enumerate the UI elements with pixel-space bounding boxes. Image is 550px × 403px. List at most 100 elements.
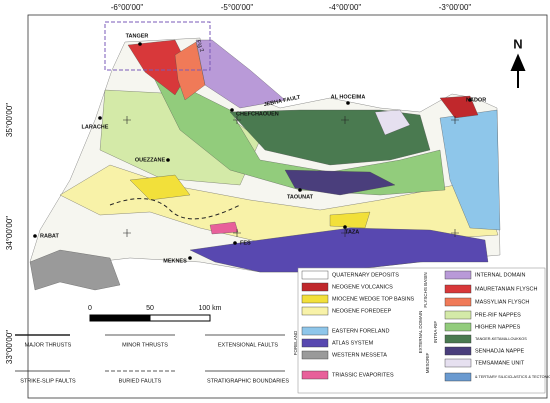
latitude-label: 34°00'00": [5, 216, 14, 250]
city-dot: [343, 225, 347, 229]
neogene-volcanics: [439, 95, 479, 119]
graticule-cross: [341, 229, 349, 237]
legend-swatch: [444, 334, 472, 344]
legend-label: INTERNAL DOMAIN: [475, 272, 526, 278]
legend-label: HIGHER NAPPES: [475, 324, 521, 330]
legend-label: NEOGENE VOLCANICS: [332, 284, 393, 290]
city-dot: [233, 241, 237, 245]
atlas-system: [189, 227, 489, 273]
legend-swatch: [444, 284, 472, 294]
legend-label: MIOCENE WEDGE TOP BASINS: [332, 296, 415, 302]
scale-label: 0: [88, 305, 92, 312]
city-dot: [468, 98, 472, 102]
city-label: NADOR: [466, 97, 486, 103]
legend-swatch: [444, 346, 472, 356]
city-dot: [166, 158, 170, 162]
legend-label: TRIASSIC EVAPORITES: [332, 372, 394, 378]
legend-swatch: [301, 270, 329, 280]
scale-label: 50: [146, 305, 154, 312]
labels: -6°00'00" -5°00'00" -4°00'00" -3°00'00" 35°0…: [5, 3, 550, 384]
legend-label: SENHADJA NAPPE: [475, 348, 525, 354]
legend-swatch: [301, 326, 329, 336]
longitude-label: -5°00'00": [221, 3, 254, 12]
massylian-flysch: [174, 41, 206, 101]
line-legend-label: BURIED FAULTS: [119, 378, 162, 384]
graticule-cross: [451, 116, 459, 124]
legend-group: FORELAND: [293, 330, 298, 355]
western-meseta: [29, 249, 121, 291]
line-legend-label: EXTENSIONAL FAULTS: [218, 342, 279, 348]
senhadja-nappe: [284, 169, 396, 196]
legend-swatch: [301, 370, 329, 380]
city-dot: [33, 234, 37, 238]
legend-swatch: [444, 310, 472, 320]
city-label: TAOUNAT: [287, 194, 314, 200]
city-dot: [138, 42, 142, 46]
city-label: OUEZZANE: [135, 157, 166, 163]
eastern-foreland: [439, 109, 501, 231]
city-dot: [188, 256, 192, 260]
longitude-label: -6°00'00": [111, 3, 144, 12]
city-label: CHEFCHAOUEN: [236, 111, 279, 117]
legend-swatch: [301, 282, 329, 292]
legend-label: TANGER-KETAMA-LOUKKOS: [475, 337, 527, 341]
line-legend-label: MAJOR THRUSTS: [25, 342, 72, 348]
legend-label: MASSYLIAN FLYSCH: [475, 299, 529, 305]
legend-swatch: [444, 297, 472, 307]
city-label: LARACHE: [82, 124, 109, 130]
legend-swatch: [301, 306, 329, 316]
legend-label: EASTERN FORELAND: [332, 328, 389, 334]
legend-label: ATLAS SYSTEM: [332, 340, 374, 346]
legend-box: [297, 267, 546, 394]
legend-label: TEMSAMANE UNIT: [475, 360, 525, 366]
scale-label: 100 km: [199, 305, 222, 312]
city-label: MEKNES: [163, 258, 187, 264]
city-dot: [346, 101, 350, 105]
city-label: FES: [240, 240, 251, 246]
city-dot: [230, 108, 234, 112]
geology: [29, 37, 501, 291]
graticule-cross: [341, 116, 349, 124]
legend-group: MESORIF: [425, 353, 430, 374]
longitude-label: -3°00'00": [439, 3, 472, 12]
legend-label: PRE-RIF NAPPES: [475, 312, 521, 318]
legend-label: QUATERNARY DEPOSITS: [332, 272, 399, 278]
legend-swatch: [444, 270, 472, 280]
city-label: TAZA: [345, 229, 359, 235]
legend-label: WESTERN MESSETA: [332, 352, 387, 358]
longitude-label: -4°00'00": [329, 3, 362, 12]
line-legend-label: STRATIGRAPHIC BOUNDARIES: [207, 378, 289, 384]
graticule-cross: [123, 116, 131, 124]
graticule-cross: [123, 229, 131, 237]
line-legend-label: MINOR THRUSTS: [122, 342, 168, 348]
latitude-label: 35°00'00": [5, 103, 14, 137]
scale-bar: [149, 314, 211, 322]
legend-swatch: [301, 338, 329, 348]
temsamane: [374, 109, 411, 136]
city-label: AL HOCEIMA: [331, 94, 366, 100]
latitude-label: 33°00'00": [5, 330, 14, 364]
legend-label: & TERTIARY SILICICLASTICS & TECTONIC WIN…: [475, 375, 550, 379]
north-arrow: [510, 53, 526, 88]
legend-swatch: [444, 322, 472, 332]
figure-label: Fig 2: [195, 39, 205, 53]
city-dot: [298, 188, 302, 192]
triassic-evaporites: [209, 221, 239, 235]
legend-swatch: [444, 358, 472, 368]
graticule-cross: [233, 116, 241, 124]
graticule-cross: [451, 229, 459, 237]
legend-label: NEOGENE FOREDEEP: [332, 308, 392, 314]
line-legend-label: STRIKE-SLIP FAULTS: [20, 378, 76, 384]
city-dot: [98, 116, 102, 120]
city-label: TANGER: [126, 33, 149, 39]
city-label: RABAT: [40, 233, 59, 239]
scale-bar: [89, 314, 151, 322]
legend-group: FLYSCHS BASIN: [423, 272, 428, 307]
figure-box: [104, 21, 211, 71]
legend-swatch: [444, 372, 472, 382]
legend-swatch: [301, 294, 329, 304]
north-label: N: [513, 36, 522, 51]
legend-swatch: [301, 350, 329, 360]
legend-group: EXTERNAL DOMAIN: [418, 311, 423, 354]
